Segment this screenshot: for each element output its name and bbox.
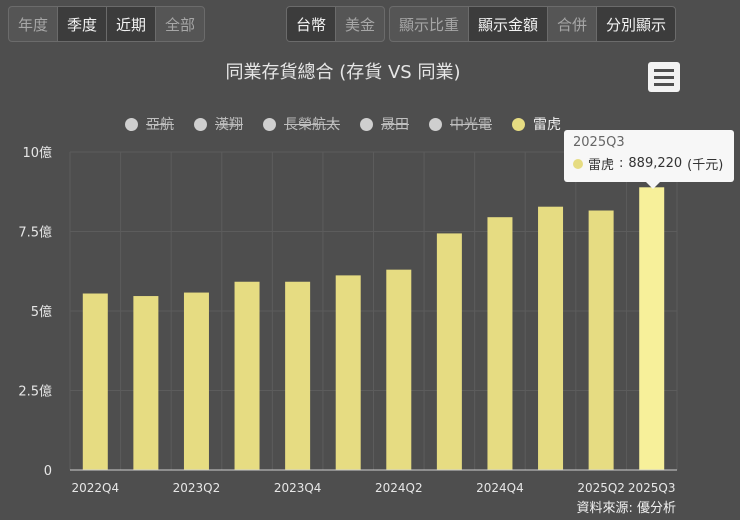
period-quarterly-button[interactable]: 季度 xyxy=(58,7,108,41)
legend-dot-icon xyxy=(429,117,442,131)
legend-dot-icon xyxy=(263,117,276,131)
period-annual-button[interactable]: 年度 xyxy=(9,7,59,41)
period-recent-button[interactable]: 近期 xyxy=(107,7,157,41)
legend-label: 晟田 xyxy=(381,117,409,133)
hamburger-icon xyxy=(654,68,674,72)
chart-tooltip: 2025Q3 雷虎: 889,220 (千元) xyxy=(564,130,734,189)
hamburger-icon xyxy=(654,75,674,79)
display-button-group: 顯示比重 顯示金額 合併 分別顯示 xyxy=(389,6,677,42)
hamburger-icon xyxy=(654,82,674,86)
legend-dot-icon xyxy=(194,117,207,131)
currency-twd-button[interactable]: 台幣 xyxy=(287,7,337,41)
tooltip-colon: : xyxy=(619,156,624,171)
display-separate-button[interactable]: 分別顯示 xyxy=(597,7,676,41)
tooltip-dot-icon xyxy=(573,158,583,169)
x-tick-label: 2025Q3 xyxy=(628,481,676,495)
y-tick-label: 10億 xyxy=(22,145,52,161)
legend-item-aidc[interactable]: 漢翔 xyxy=(194,114,243,134)
legend-dot-icon xyxy=(360,117,373,131)
bar xyxy=(234,281,260,470)
chart-legend: 亞航 漢翔 長榮航太 晟田 中光電 雷虎 xyxy=(0,114,686,134)
bar xyxy=(487,217,513,470)
legend-item-thunder-tiger[interactable]: 雷虎 xyxy=(512,114,561,134)
legend-item-coretronic[interactable]: 中光電 xyxy=(429,114,492,134)
y-tick-label: 7.5億 xyxy=(18,225,52,241)
x-tick-label: 2025Q2 xyxy=(577,481,625,495)
period-button-group: 年度 季度 近期 全部 xyxy=(8,6,206,42)
bar xyxy=(133,296,159,470)
legend-label: 中光電 xyxy=(450,117,492,133)
bar xyxy=(588,210,614,470)
tooltip-row: 雷虎: 889,220 (千元) xyxy=(573,154,725,173)
legend-dot-icon xyxy=(125,117,138,131)
legend-label: 漢翔 xyxy=(215,117,243,133)
x-tick-label: 2024Q2 xyxy=(375,481,423,495)
x-tick-label: 2022Q4 xyxy=(71,481,119,495)
legend-item-egat[interactable]: 長榮航太 xyxy=(263,114,340,134)
tooltip-series: 雷虎 xyxy=(588,158,615,173)
bar-chart: 0 2.5億 5億 7.5億 10億 2022Q4 2023Q2 2023Q4 2024Q2 20… xyxy=(18,145,678,495)
x-tick-label: 2023Q2 xyxy=(173,481,221,495)
chart-title: 同業存貨總合 (存貨 VS 同業) xyxy=(225,62,461,83)
currency-button-group: 台幣 美金 xyxy=(286,6,386,42)
y-tick-label: 5億 xyxy=(31,304,52,320)
legend-label: 雷虎 xyxy=(533,117,561,133)
display-combined-button[interactable]: 合併 xyxy=(548,7,598,41)
tooltip-unit: (千元) xyxy=(687,158,724,173)
period-all-button[interactable]: 全部 xyxy=(165,15,196,34)
y-tick-label: 2.5億 xyxy=(18,384,52,400)
bar xyxy=(386,269,412,470)
display-ratio-button[interactable]: 顯示比重 xyxy=(390,7,470,41)
legend-dot-icon xyxy=(512,117,525,131)
bar xyxy=(639,187,665,470)
bar xyxy=(436,233,462,470)
legend-item-chentian[interactable]: 晟田 xyxy=(360,114,409,134)
legend-item-airasia[interactable]: 亞航 xyxy=(125,114,174,134)
tooltip-title: 2025Q3 xyxy=(573,135,625,150)
bar xyxy=(335,275,361,470)
data-source-credit: 資料來源: 優分析 xyxy=(576,501,676,516)
x-tick-label: 2024Q4 xyxy=(476,481,524,495)
display-amount-button[interactable]: 顯示金額 xyxy=(469,7,549,41)
legend-label: 亞航 xyxy=(146,117,174,133)
currency-usd-button[interactable]: 美金 xyxy=(345,15,376,34)
tooltip-value: 889,220 xyxy=(628,156,683,171)
bar xyxy=(538,206,564,471)
bar xyxy=(285,281,311,470)
y-tick-label: 0 xyxy=(44,464,52,479)
bar xyxy=(183,292,209,470)
x-tick-label: 2023Q4 xyxy=(274,481,322,495)
bar xyxy=(82,293,108,470)
legend-label: 長榮航太 xyxy=(284,117,340,133)
chart-menu-button[interactable] xyxy=(648,62,680,92)
